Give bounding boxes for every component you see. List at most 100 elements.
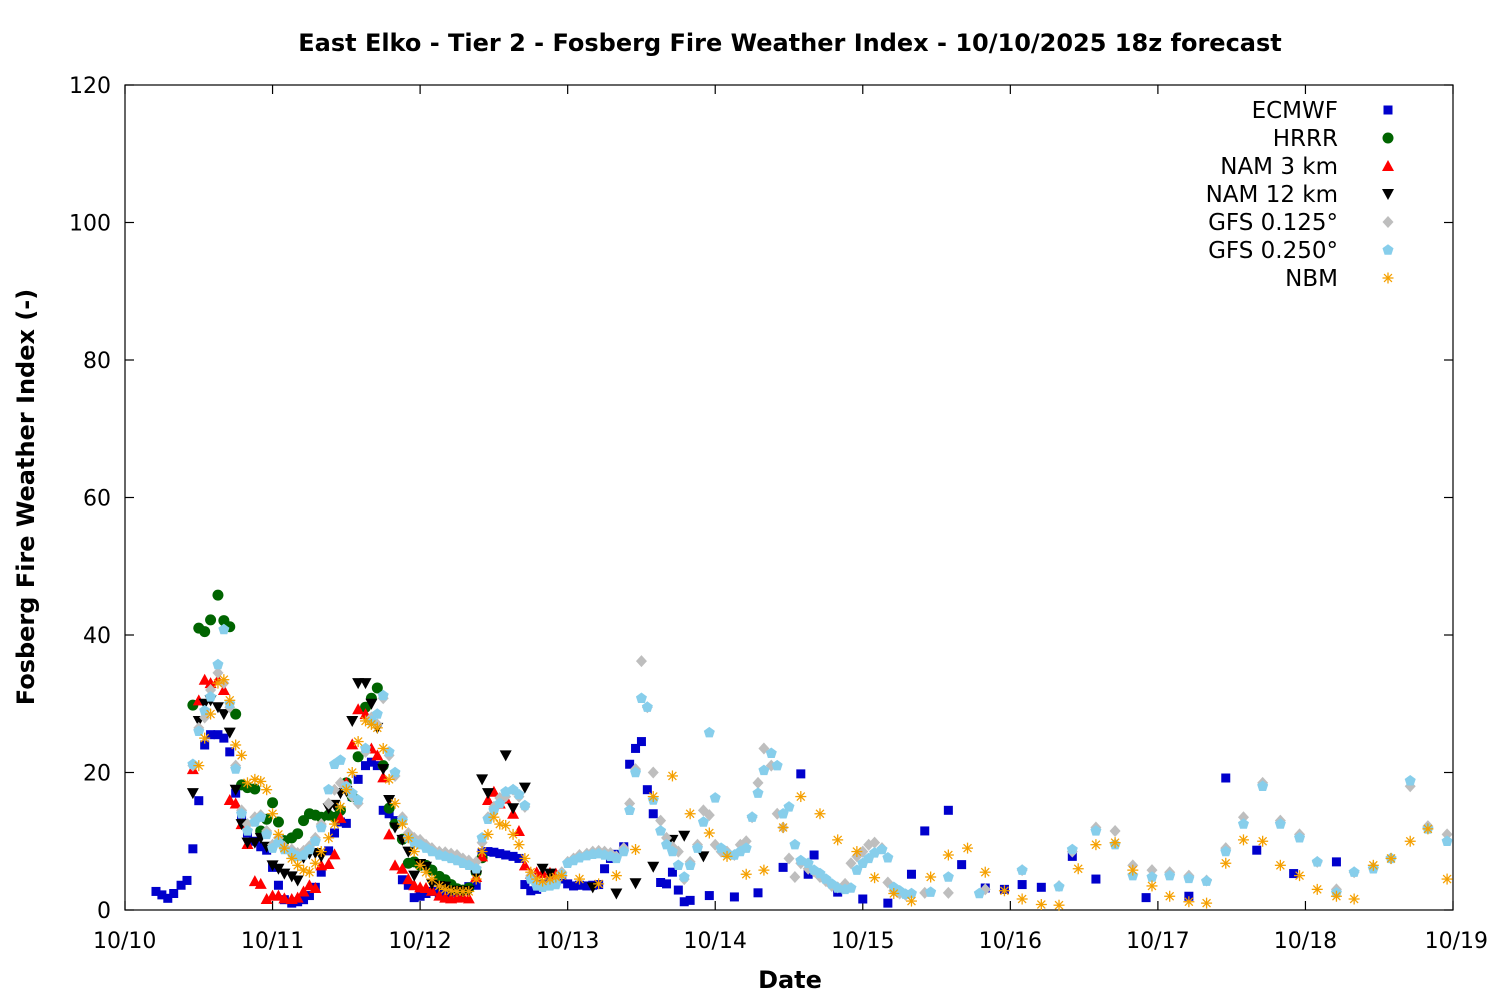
- data-point: [292, 859, 304, 871]
- data-point: [704, 891, 714, 901]
- data-point: [610, 888, 623, 900]
- legend-label: GFS 0.125°: [1208, 210, 1338, 236]
- data-point: [495, 849, 505, 859]
- data-point: [783, 801, 795, 812]
- data-point: [662, 879, 672, 889]
- data-point: [1441, 835, 1453, 846]
- data-point: [647, 861, 660, 873]
- data-point: [261, 828, 273, 840]
- data-point: [346, 738, 359, 750]
- data-point: [845, 882, 857, 893]
- data-point: [470, 873, 482, 885]
- data-point: [655, 825, 667, 836]
- data-point: [729, 892, 739, 902]
- data-point: [204, 677, 217, 689]
- data-point: [476, 774, 489, 786]
- data-point: [225, 747, 235, 757]
- legend-marker: [1382, 189, 1394, 200]
- data-point: [254, 877, 267, 889]
- data-point: [383, 828, 396, 840]
- data-point: [758, 864, 770, 876]
- data-point: [433, 880, 445, 892]
- data-point: [297, 885, 310, 897]
- data-point: [1348, 893, 1360, 905]
- x-tick-label: 10/17: [1126, 929, 1189, 954]
- data-point: [1036, 882, 1046, 892]
- data-point: [1385, 852, 1397, 864]
- data-point: [482, 813, 494, 824]
- data-point: [157, 890, 167, 900]
- data-point: [229, 784, 242, 796]
- data-point: [1404, 774, 1416, 786]
- x-tick-label: 10/18: [1274, 929, 1337, 954]
- data-point: [205, 684, 217, 696]
- data-point: [340, 784, 352, 796]
- data-point: [906, 869, 916, 879]
- data-point: [758, 764, 770, 776]
- data-point: [499, 750, 512, 762]
- data-point: [513, 788, 525, 800]
- data-point: [230, 708, 242, 720]
- data-point: [291, 891, 304, 903]
- data-point: [1091, 874, 1101, 884]
- x-tick-label: 10/15: [831, 929, 894, 954]
- data-point: [445, 885, 457, 897]
- data-point: [1311, 883, 1323, 895]
- x-tick-label: 10/11: [241, 929, 304, 954]
- data-point: [200, 740, 210, 750]
- data-point: [462, 892, 475, 904]
- data-point: [278, 892, 291, 904]
- data-point: [942, 849, 954, 861]
- data-point: [1311, 856, 1323, 867]
- data-point: [673, 885, 683, 895]
- data-point: [1127, 864, 1139, 876]
- data-point: [1237, 834, 1249, 846]
- series-nbm: [193, 674, 1453, 911]
- data-point: [721, 850, 733, 862]
- data-point: [1201, 875, 1213, 886]
- legend-marker: [1382, 216, 1394, 228]
- data-point: [500, 819, 512, 831]
- data-point: [1016, 864, 1028, 875]
- data-point: [365, 718, 377, 730]
- data-point: [869, 872, 881, 884]
- x-tick-label: 10/19: [1425, 929, 1488, 954]
- data-point: [1274, 818, 1286, 829]
- data-point: [315, 846, 327, 858]
- data-point: [1072, 863, 1084, 875]
- data-point: [618, 845, 630, 857]
- x-axis-ticks: 10/10 10/11 10/12 10/13 10/14 10/15 10/16 10/17…: [93, 85, 1488, 954]
- data-point: [1367, 859, 1379, 871]
- x-tick-label: 10/16: [979, 929, 1042, 954]
- data-point: [378, 805, 388, 815]
- data-point: [272, 863, 285, 875]
- data-point: [1146, 880, 1158, 892]
- data-point: [425, 884, 438, 896]
- data-point: [372, 761, 382, 771]
- data-point: [309, 835, 321, 846]
- data-point: [360, 742, 372, 754]
- data-point: [656, 878, 666, 887]
- data-point: [420, 866, 432, 878]
- data-point: [169, 889, 179, 898]
- data-point: [1017, 880, 1027, 890]
- data-point: [483, 847, 493, 857]
- data-point: [512, 824, 525, 836]
- data-point: [1422, 823, 1434, 835]
- data-point: [536, 863, 549, 875]
- data-point: [888, 888, 900, 899]
- data-point: [661, 838, 673, 850]
- data-point: [697, 816, 709, 827]
- data-point: [942, 871, 954, 882]
- data-point: [1257, 780, 1269, 791]
- data-point: [1109, 837, 1121, 849]
- data-point: [389, 797, 401, 809]
- data-point: [692, 842, 704, 853]
- y-tick-label: 60: [83, 487, 111, 512]
- data-point: [925, 886, 937, 897]
- data-point: [642, 785, 652, 795]
- data-point: [241, 825, 253, 836]
- data-point: [740, 835, 752, 848]
- data-point: [213, 730, 223, 740]
- x-tick-label: 10/10: [93, 929, 156, 954]
